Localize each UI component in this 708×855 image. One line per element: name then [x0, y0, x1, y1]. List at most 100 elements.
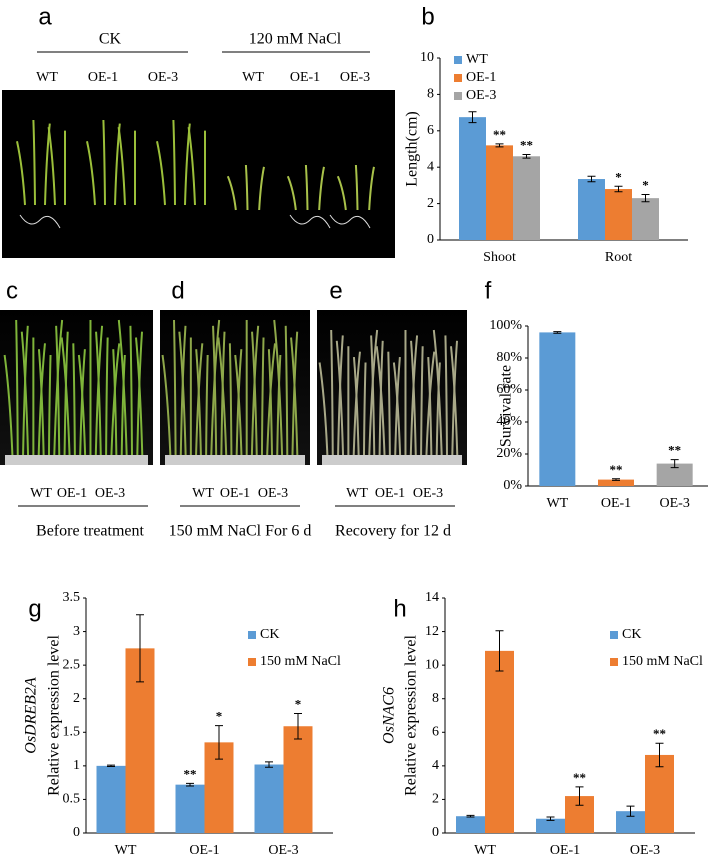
y-tick-label: 0	[427, 232, 434, 247]
bar	[459, 117, 486, 240]
bar	[513, 156, 540, 240]
y-tick-label: 2	[427, 196, 434, 211]
leaf	[205, 354, 209, 461]
genotype-label: OE-1	[290, 70, 320, 85]
genotype-label: WT	[242, 70, 264, 85]
leaf	[330, 329, 334, 461]
y-tick-label: 100%	[489, 318, 522, 333]
leaf	[3, 354, 14, 461]
legend-label: OE-1	[466, 70, 496, 85]
leaf	[234, 354, 243, 461]
leaf	[112, 349, 118, 461]
panel-letter: d	[171, 277, 184, 304]
y-tick-label: 10	[420, 50, 434, 65]
x-tick-label: WT	[546, 496, 568, 511]
y-tick-label: 2.5	[63, 657, 81, 672]
y-tick-label: 8	[427, 87, 434, 102]
leaf	[368, 166, 375, 211]
leaf	[284, 325, 289, 461]
gene-title: OsNAC6	[381, 687, 398, 744]
leaf	[32, 119, 36, 206]
panel-letter: b	[421, 3, 434, 30]
leaf	[304, 164, 309, 211]
genotype-label: OE-1	[88, 70, 118, 85]
error-bar	[614, 185, 623, 193]
y-tick-label: 8	[432, 691, 439, 706]
y-axis-label: Length(cm)	[404, 111, 421, 187]
tray	[5, 455, 148, 465]
significance: *	[642, 177, 649, 192]
significance: **	[668, 443, 681, 458]
leaf	[392, 362, 402, 461]
leaf	[370, 335, 376, 461]
y-tick-label: 4	[432, 758, 439, 773]
y-tick-label: 1.5	[63, 725, 81, 740]
panel-letter: f	[485, 277, 492, 304]
tray	[322, 455, 462, 465]
significance: *	[615, 169, 622, 184]
significance: **	[493, 127, 506, 142]
x-tick-label: Root	[605, 250, 632, 265]
x-tick-label: WT	[115, 843, 137, 855]
leaf	[15, 319, 19, 461]
leaf	[286, 175, 297, 211]
legend-swatch	[248, 658, 256, 666]
y-tick-label: 3.5	[63, 590, 81, 605]
bar	[539, 332, 576, 486]
leaf	[362, 362, 367, 461]
panel-letter: h	[393, 595, 406, 622]
y-axis-label: Relative expression level	[46, 635, 63, 796]
error-bar	[495, 143, 504, 148]
error-bar	[495, 630, 504, 672]
leaf	[72, 343, 76, 461]
error-bar	[670, 459, 679, 469]
x-tick-label: OE-3	[630, 843, 660, 855]
error-bar	[626, 805, 635, 817]
error-bar	[294, 712, 302, 740]
significance: *	[295, 696, 302, 711]
leaf	[129, 325, 134, 461]
genotype-label: OE-1	[220, 486, 250, 501]
legend-label: OE-3	[466, 88, 496, 103]
leaf	[336, 175, 347, 211]
error-bar	[587, 175, 596, 183]
legend-label: 150 mM NaCl	[260, 654, 341, 669]
leaf	[290, 337, 299, 461]
y-axis-label: Relative expression level	[403, 635, 420, 796]
legend-label: WT	[466, 52, 488, 67]
leaf	[427, 357, 433, 461]
bar	[283, 726, 313, 833]
error-bar	[468, 111, 477, 124]
y-tick-label: 2	[432, 792, 439, 807]
error-bar	[553, 331, 562, 334]
y-tick-label: 60%	[496, 382, 522, 397]
leaf	[20, 331, 30, 461]
x-tick-label: Shoot	[483, 250, 516, 265]
leaf	[120, 354, 126, 461]
significance: **	[573, 770, 586, 785]
genotype-label: WT	[30, 486, 52, 501]
legend-label: 150 mM NaCl	[622, 654, 703, 669]
bar	[598, 479, 634, 486]
genotype-label: OE-1	[57, 486, 87, 501]
leaf	[444, 335, 449, 461]
leaf	[244, 164, 249, 211]
y-tick-label: 0%	[503, 478, 522, 493]
group-label: 120 mM NaCl	[249, 31, 342, 48]
panel-letter: e	[329, 277, 342, 304]
leaf	[375, 346, 386, 461]
panel-letter: a	[38, 3, 52, 30]
genotype-label: WT	[36, 70, 58, 85]
leaf	[77, 354, 87, 461]
leaf	[161, 354, 172, 461]
legend-swatch	[248, 631, 256, 639]
y-axis-label: Survival rate	[498, 365, 515, 447]
leaf	[195, 349, 202, 461]
y-tick-label: 12	[425, 624, 439, 639]
plant-drawings	[3, 119, 462, 465]
y-tick-label: 10	[425, 657, 439, 672]
leaf	[273, 319, 284, 461]
leaf	[251, 331, 258, 461]
significance: **	[520, 137, 533, 152]
group-label: CK	[99, 31, 122, 48]
